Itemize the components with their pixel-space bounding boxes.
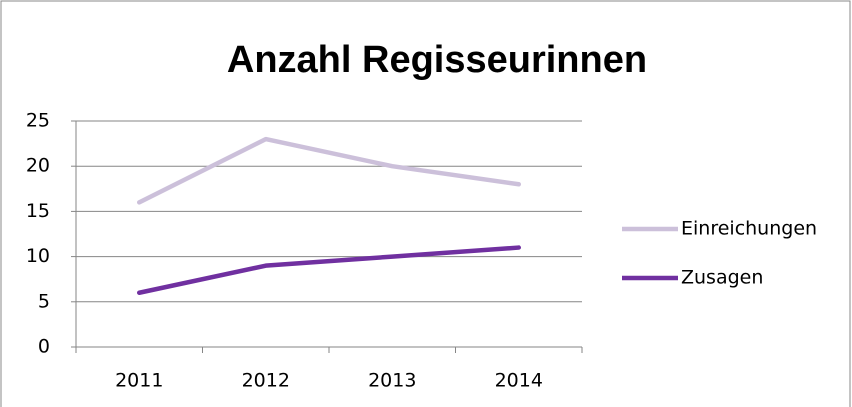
series-line (137, 245, 521, 296)
chart-title: Anzahl Regisseurinnen (227, 39, 647, 81)
y-tick-label: 20 (26, 155, 50, 177)
y-tick-label: 25 (26, 110, 50, 132)
legend-label: Einreichungen (681, 218, 817, 240)
legend-label: Zusagen (681, 267, 763, 289)
y-tick-label: 10 (26, 245, 50, 267)
x-tick-label: 2012 (242, 370, 290, 392)
x-tick-label: 2011 (115, 370, 163, 392)
x-tick-label: 2013 (368, 370, 416, 392)
x-tick-label: 2014 (495, 370, 543, 392)
y-tick-label: 15 (26, 200, 50, 222)
series-line (137, 136, 521, 205)
y-tick-label: 0 (38, 336, 50, 358)
y-tick-label: 5 (38, 290, 50, 312)
